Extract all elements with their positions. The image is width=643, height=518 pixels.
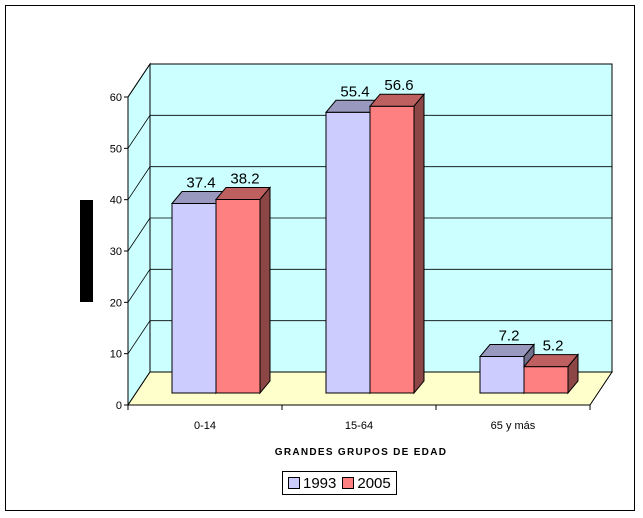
x-tick-label: 65 y más (491, 420, 536, 432)
y-tick-label: 0 (116, 400, 122, 412)
y-tick-label: 30 (110, 246, 122, 258)
data-label: 56.6 (384, 77, 413, 94)
bar-front (524, 367, 568, 393)
data-label: 7.2 (499, 328, 520, 345)
data-label: 37.4 (186, 175, 215, 192)
bar-side (260, 187, 270, 393)
legend-item-1993: 1993 (288, 475, 336, 492)
bar-2005-0-14 (216, 187, 270, 393)
data-label: 38.2 (230, 170, 259, 187)
bar-front (480, 357, 524, 393)
legend-label-1993: 1993 (303, 475, 336, 492)
data-label: 55.4 (340, 83, 369, 100)
data-label: 5.2 (543, 338, 564, 355)
y-tick-label: 50 (110, 143, 122, 155)
y-tick-label: 40 (110, 195, 122, 207)
y-tick-label: 60 (110, 92, 122, 104)
y-tick-label: 10 (110, 349, 122, 361)
legend-item-2005: 2005 (342, 475, 390, 492)
y-tick-label: 20 (110, 297, 122, 309)
bar-front (370, 106, 414, 393)
bar-side (414, 94, 424, 393)
bar-2005-65 y más (524, 355, 578, 393)
x-tick-label: 0-14 (194, 420, 216, 432)
legend: 1993 2005 (282, 471, 397, 495)
x-axis-title: GRANDES GRUPOS DE EDAD (275, 447, 448, 458)
bar-front (216, 199, 260, 393)
bar-front (326, 112, 370, 393)
legend-label-2005: 2005 (357, 475, 390, 492)
bar-front (172, 204, 216, 393)
legend-swatch-1993 (288, 477, 300, 489)
x-tick-label: 15-64 (345, 420, 373, 432)
bar-2005-15-64 (370, 94, 424, 393)
legend-swatch-2005 (342, 477, 354, 489)
